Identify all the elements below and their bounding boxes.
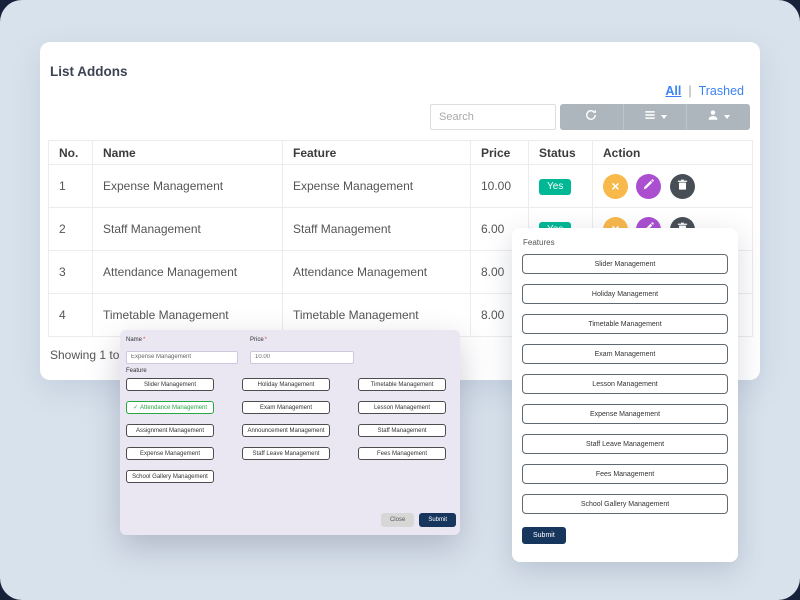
feature-option[interactable]: Expense Management xyxy=(126,447,214,460)
feature-option[interactable]: Holiday Management xyxy=(242,378,330,391)
chevron-down-icon xyxy=(724,115,731,119)
user-export-icon xyxy=(707,108,719,126)
feature-option[interactable]: Fees Management xyxy=(358,447,446,460)
feature-option[interactable]: Staff Leave Management xyxy=(242,447,330,460)
price-input[interactable] xyxy=(250,350,354,364)
cell-no: 1 xyxy=(48,164,93,208)
features-panel: Features Slider Management Holiday Manag… xyxy=(512,228,738,562)
feature-item[interactable]: School Gallery Management xyxy=(522,494,728,514)
feature-label: Feature xyxy=(126,368,147,374)
header-action: Action xyxy=(592,140,753,165)
delete-button[interactable] xyxy=(669,173,695,199)
cell-no: 2 xyxy=(48,207,93,251)
feature-item[interactable]: Staff Leave Management xyxy=(522,434,728,454)
cell-no: 3 xyxy=(48,250,93,294)
feature-option[interactable]: School Gallery Management xyxy=(126,470,214,483)
chevron-down-icon xyxy=(660,115,667,119)
cell-feature: Expense Management xyxy=(282,164,471,208)
edit-pencil-icon xyxy=(643,179,655,193)
list-columns-icon xyxy=(644,108,656,126)
close-button[interactable]: Close xyxy=(380,513,415,527)
cell-name: Staff Management xyxy=(92,207,283,251)
name-field-group: Name* xyxy=(126,337,238,364)
cell-status: Yes xyxy=(528,164,593,208)
cell-action: × xyxy=(592,164,753,208)
header-no: No. xyxy=(48,140,93,165)
features-panel-title: Features xyxy=(523,238,555,247)
cell-name: Expense Management xyxy=(92,164,283,208)
feature-item[interactable]: Exam Management xyxy=(522,344,728,364)
feature-options-grid: Slider Management Holiday Management Tim… xyxy=(126,378,446,483)
cell-price: 10.00 xyxy=(470,164,529,208)
search-input[interactable] xyxy=(430,104,556,130)
feature-option[interactable]: Assignment Management xyxy=(126,424,214,437)
table-toolbar xyxy=(560,104,750,130)
columns-dropdown-button[interactable] xyxy=(623,104,688,130)
table-header-row: No. Name Feature Price Status Action xyxy=(48,140,753,165)
trash-icon xyxy=(677,179,688,193)
check-icon: ✓ xyxy=(132,405,138,411)
filter-all-link[interactable]: All xyxy=(665,84,682,98)
table-row: 1 Expense Management Expense Management … xyxy=(48,164,753,208)
filter-links: All | Trashed xyxy=(665,84,744,98)
panel-submit-button[interactable]: Submit xyxy=(522,527,566,544)
cell-no: 4 xyxy=(48,293,93,337)
edit-button[interactable] xyxy=(636,173,662,199)
refresh-icon xyxy=(585,108,597,126)
name-input[interactable] xyxy=(126,350,238,364)
refresh-button[interactable] xyxy=(560,104,624,130)
price-label: Price* xyxy=(250,337,268,343)
deactivate-button[interactable]: × xyxy=(603,173,628,199)
name-label: Name* xyxy=(126,337,146,343)
feature-item[interactable]: Holiday Management xyxy=(522,284,728,304)
filter-trashed-link[interactable]: Trashed xyxy=(698,84,744,98)
page-title: List Addons xyxy=(50,64,128,79)
export-dropdown-button[interactable] xyxy=(687,104,750,130)
price-field-group: Price* xyxy=(250,337,354,364)
cell-feature: Staff Management xyxy=(282,207,471,251)
status-badge: Yes xyxy=(539,178,572,195)
edit-addon-modal: Name* Price* Feature Slider Management H… xyxy=(120,330,460,535)
feature-item[interactable]: Expense Management xyxy=(522,404,728,424)
header-name: Name xyxy=(92,140,283,165)
header-price: Price xyxy=(470,140,529,165)
required-mark: * xyxy=(264,337,268,343)
feature-option[interactable]: Announcement Management xyxy=(242,424,330,437)
feature-item[interactable]: Timetable Management xyxy=(522,314,728,334)
header-feature: Feature xyxy=(282,140,471,165)
feature-item[interactable]: Slider Management xyxy=(522,254,728,274)
feature-option[interactable]: Exam Management xyxy=(242,401,330,414)
feature-option-selected[interactable]: ✓ Attendance Management xyxy=(126,401,214,414)
feature-item[interactable]: Fees Management xyxy=(522,464,728,484)
cell-name: Attendance Management xyxy=(92,250,283,294)
required-mark: * xyxy=(143,337,146,343)
feature-option[interactable]: Timetable Management xyxy=(358,378,446,391)
feature-option[interactable]: Slider Management xyxy=(126,378,214,391)
deactivate-icon: × xyxy=(611,178,620,194)
modal-submit-button[interactable]: Submit xyxy=(419,513,456,527)
header-status: Status xyxy=(528,140,593,165)
cell-name: Timetable Management xyxy=(92,293,283,337)
feature-option[interactable]: Staff Management xyxy=(358,424,446,437)
modal-footer: Close Submit xyxy=(380,513,456,527)
cell-feature: Attendance Management xyxy=(282,250,471,294)
filter-separator: | xyxy=(688,84,692,98)
feature-item[interactable]: Lesson Management xyxy=(522,374,728,394)
feature-option[interactable]: Lesson Management xyxy=(358,401,446,414)
